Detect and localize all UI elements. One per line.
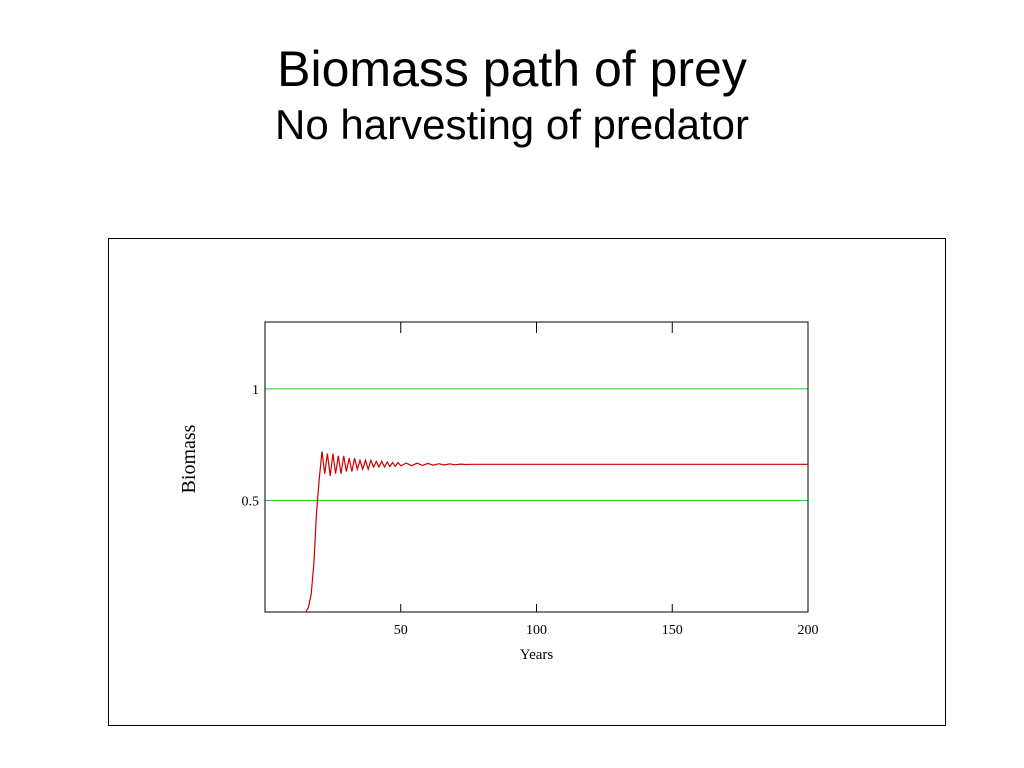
x-tick-label-100: 100 xyxy=(526,623,547,638)
x-axis-label: Years xyxy=(520,647,554,663)
chart-frame: 50 100 150 200 0.5 1 Years Biomass xyxy=(108,238,946,726)
reference-lines xyxy=(265,388,808,501)
x-tick-label-50: 50 xyxy=(394,623,408,638)
plot-area xyxy=(264,321,809,613)
series-line-prey-biomass xyxy=(305,451,808,613)
y-axis-label: Biomass xyxy=(178,424,200,493)
x-tick-label-200: 200 xyxy=(798,623,819,638)
tick-labels: 50 100 150 200 0.5 1 xyxy=(242,383,819,638)
slide-title-main: Biomass path of prey xyxy=(277,41,747,97)
biomass-line-chart: 50 100 150 200 0.5 1 Years Biomass xyxy=(178,321,819,663)
slide-title: Biomass path of prey No harvesting of pr… xyxy=(0,38,1024,150)
slide-subtitle: No harvesting of predator xyxy=(275,101,749,148)
y-tick-label-0-5: 0.5 xyxy=(242,494,260,509)
y-tick-label-1: 1 xyxy=(252,383,259,398)
x-tick-label-150: 150 xyxy=(662,623,683,638)
axis-ticks xyxy=(400,322,673,612)
